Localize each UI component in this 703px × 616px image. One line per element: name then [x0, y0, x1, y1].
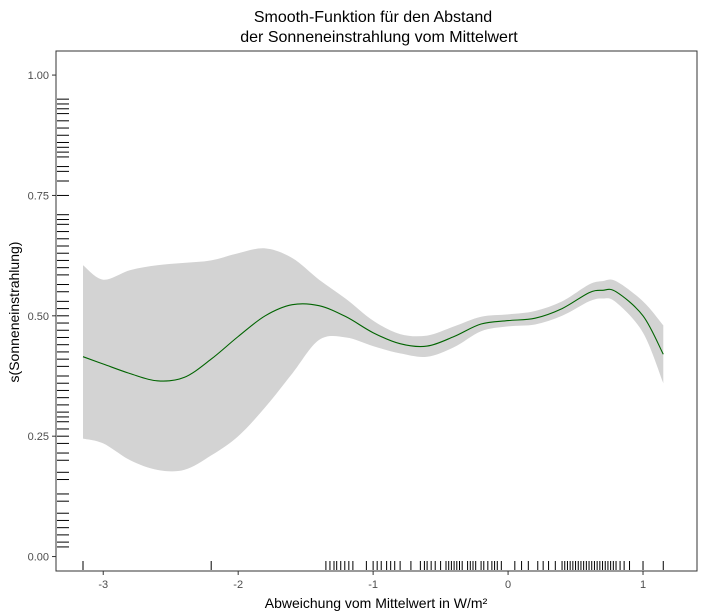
x-tick-label: -2 — [233, 579, 243, 591]
y-tick-label: 0.50 — [28, 311, 49, 323]
rug-y-layer — [57, 98, 69, 548]
x-tick-label: 1 — [640, 579, 646, 591]
y-tick-label: 0.00 — [28, 552, 49, 564]
y-axis-label: s(Sonneneinstrahlung) — [6, 242, 22, 383]
y-tick-label: 0.25 — [28, 431, 49, 443]
smooth-line-layer — [82, 288, 664, 382]
x-tick-label: 0 — [505, 579, 511, 591]
smooth-line — [82, 288, 664, 382]
y-axis: 0.00 0.25 0.50 0.75 1.00 — [28, 70, 56, 564]
x-axis-label: Abweichung vom Mittelwert in W/m² — [265, 595, 488, 611]
x-tick-label: -1 — [368, 579, 378, 591]
chart-title-line1: Smooth-Funktion für den Abstand — [254, 9, 492, 26]
x-tick-label: -3 — [98, 579, 108, 591]
chart-title-line2: der Sonneneinstrahlung vom Mittelwert — [240, 29, 518, 46]
plot-frame — [55, 50, 698, 572]
confidence-band-layer — [83, 248, 664, 472]
confidence-band — [83, 248, 664, 472]
x-axis: -3 -2 -1 0 1 — [98, 571, 646, 591]
y-tick-label: 1.00 — [28, 70, 49, 82]
plot-area — [55, 50, 698, 572]
rug-x-layer — [82, 561, 664, 570]
y-tick-label: 0.75 — [28, 190, 49, 202]
